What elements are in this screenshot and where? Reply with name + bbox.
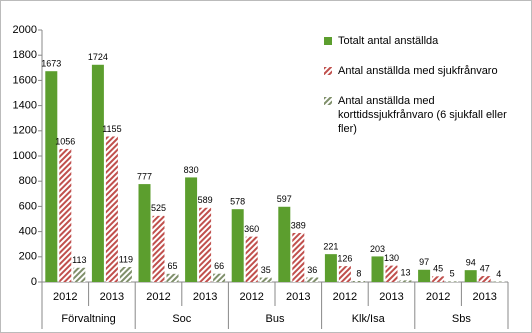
value-label: 113 xyxy=(72,255,86,265)
y-tick-label: 1400 xyxy=(13,100,37,112)
value-label: 8 xyxy=(356,268,361,278)
bar xyxy=(278,206,291,282)
value-label: 65 xyxy=(167,261,177,271)
bar xyxy=(478,276,491,282)
value-label: 830 xyxy=(184,165,199,175)
value-label: 777 xyxy=(137,171,152,181)
value-label: 589 xyxy=(198,195,213,205)
y-tick-label: 1200 xyxy=(13,125,37,137)
group-label: Sbs xyxy=(452,313,471,325)
bar xyxy=(292,232,305,282)
legend: Totalt antal anställda Antal anställda me… xyxy=(324,34,524,152)
bar xyxy=(418,269,431,282)
legend-label: Antal anställda med sjukfrånvaro xyxy=(338,65,498,77)
y-tick-label: 200 xyxy=(19,251,37,263)
value-label: 525 xyxy=(151,203,166,213)
value-label: 47 xyxy=(480,263,490,273)
value-label: 94 xyxy=(466,258,476,268)
bar xyxy=(492,281,505,282)
x-tick-label: 2013 xyxy=(379,291,403,303)
value-label: 126 xyxy=(337,253,352,263)
x-tick-label: 2012 xyxy=(333,291,357,303)
value-label: 1056 xyxy=(55,136,75,146)
value-label: 97 xyxy=(419,257,429,267)
bar xyxy=(432,276,445,282)
bar xyxy=(338,266,351,282)
bar xyxy=(245,236,258,282)
x-tick-label: 2013 xyxy=(472,291,496,303)
y-tick-label: 0 xyxy=(31,276,37,288)
bar xyxy=(91,64,104,282)
legend-swatch xyxy=(324,97,332,105)
bar xyxy=(59,148,72,282)
bar xyxy=(399,280,412,282)
value-label: 203 xyxy=(370,244,385,254)
bar xyxy=(73,267,86,282)
value-label: 1673 xyxy=(41,59,61,69)
legend-swatch xyxy=(324,67,332,75)
value-label: 45 xyxy=(433,264,443,274)
bar xyxy=(464,270,477,282)
bar xyxy=(385,265,398,282)
x-tick-label: 2012 xyxy=(146,291,170,303)
bar xyxy=(185,177,198,282)
bar xyxy=(152,215,165,282)
bar xyxy=(199,207,212,282)
bar xyxy=(324,254,337,282)
value-label: 221 xyxy=(323,242,338,252)
y-tick-label: 1800 xyxy=(13,49,37,61)
bar xyxy=(446,281,459,282)
value-label: 13 xyxy=(400,268,410,278)
value-label: 5 xyxy=(450,269,455,279)
bar xyxy=(166,273,179,282)
x-tick-label: 2012 xyxy=(239,291,263,303)
value-label: 1724 xyxy=(88,52,108,62)
bar xyxy=(213,273,226,282)
value-label: 35 xyxy=(261,265,271,275)
y-tick-label: 1000 xyxy=(13,150,37,162)
value-label: 119 xyxy=(119,254,133,264)
group-label: Förvaltning xyxy=(61,313,115,325)
value-label: 578 xyxy=(230,197,245,207)
value-label: 1155 xyxy=(102,124,121,134)
value-label: 389 xyxy=(291,220,306,230)
legend-label: Antal anställda med korttidssjukfrånvaro… xyxy=(338,95,507,135)
value-label: 36 xyxy=(307,265,317,275)
bar xyxy=(45,71,58,283)
x-tick-label: 2013 xyxy=(193,291,217,303)
y-tick-label: 800 xyxy=(19,175,37,187)
x-tick-label: 2012 xyxy=(426,291,450,303)
value-label: 4 xyxy=(496,269,501,279)
y-tick-label: 600 xyxy=(19,200,37,212)
bar xyxy=(231,209,244,282)
value-label: 130 xyxy=(384,253,399,263)
value-label: 360 xyxy=(244,224,259,234)
group-label: Soc xyxy=(172,313,191,325)
bar xyxy=(259,277,272,282)
y-tick-label: 400 xyxy=(19,226,37,238)
x-tick-label: 2012 xyxy=(53,291,77,303)
group-label: Klk/Isa xyxy=(352,313,386,325)
legend-swatch xyxy=(324,37,332,45)
value-label: 597 xyxy=(277,194,292,204)
legend-item: Antal anställda med korttidssjukfrånvaro… xyxy=(324,94,524,136)
legend-item: Totalt antal anställda xyxy=(324,34,524,48)
legend-item: Antal anställda med sjukfrånvaro xyxy=(324,64,524,78)
bar xyxy=(306,277,319,282)
bar xyxy=(352,280,365,282)
x-tick-label: 2013 xyxy=(286,291,310,303)
bar xyxy=(138,184,151,282)
value-label: 66 xyxy=(214,261,224,271)
x-tick-label: 2013 xyxy=(100,291,124,303)
bar xyxy=(105,136,118,282)
bar xyxy=(119,267,132,282)
group-label: Bus xyxy=(266,313,285,325)
y-tick-label: 1600 xyxy=(13,74,37,86)
y-tick-label: 2000 xyxy=(13,24,37,36)
legend-label: Totalt antal anställda xyxy=(338,35,439,47)
bar xyxy=(371,256,384,282)
